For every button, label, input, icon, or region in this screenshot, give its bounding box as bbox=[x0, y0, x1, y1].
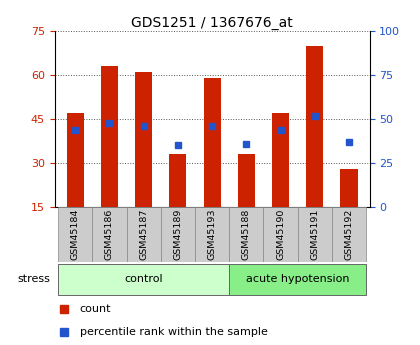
Bar bbox=[341, 169, 357, 207]
Text: GSM45187: GSM45187 bbox=[139, 209, 148, 260]
Bar bbox=[204, 78, 220, 207]
Text: GSM45190: GSM45190 bbox=[276, 209, 285, 260]
Text: GSM45188: GSM45188 bbox=[242, 209, 251, 260]
Text: GSM45193: GSM45193 bbox=[207, 209, 217, 260]
Bar bbox=[238, 154, 255, 207]
FancyBboxPatch shape bbox=[58, 264, 229, 295]
Bar bbox=[169, 154, 186, 207]
FancyBboxPatch shape bbox=[229, 207, 263, 262]
Bar bbox=[306, 46, 323, 207]
FancyBboxPatch shape bbox=[161, 207, 195, 262]
Text: count: count bbox=[80, 304, 111, 314]
Title: GDS1251 / 1367676_at: GDS1251 / 1367676_at bbox=[131, 16, 293, 30]
FancyBboxPatch shape bbox=[332, 207, 366, 262]
FancyBboxPatch shape bbox=[195, 207, 229, 262]
FancyBboxPatch shape bbox=[126, 207, 161, 262]
Text: acute hypotension: acute hypotension bbox=[246, 274, 349, 284]
Text: percentile rank within the sample: percentile rank within the sample bbox=[80, 327, 268, 337]
FancyBboxPatch shape bbox=[229, 264, 366, 295]
Text: control: control bbox=[124, 274, 163, 284]
FancyBboxPatch shape bbox=[298, 207, 332, 262]
Text: stress: stress bbox=[18, 274, 50, 284]
Text: GSM45192: GSM45192 bbox=[344, 209, 354, 260]
Text: GSM45184: GSM45184 bbox=[71, 209, 80, 260]
Bar bbox=[67, 113, 84, 207]
FancyBboxPatch shape bbox=[58, 207, 92, 262]
Bar bbox=[101, 66, 118, 207]
FancyBboxPatch shape bbox=[92, 207, 126, 262]
Bar bbox=[272, 113, 289, 207]
Text: GSM45189: GSM45189 bbox=[173, 209, 182, 260]
Text: GSM45186: GSM45186 bbox=[105, 209, 114, 260]
Bar bbox=[135, 72, 152, 207]
FancyBboxPatch shape bbox=[263, 207, 298, 262]
Text: GSM45191: GSM45191 bbox=[310, 209, 319, 260]
